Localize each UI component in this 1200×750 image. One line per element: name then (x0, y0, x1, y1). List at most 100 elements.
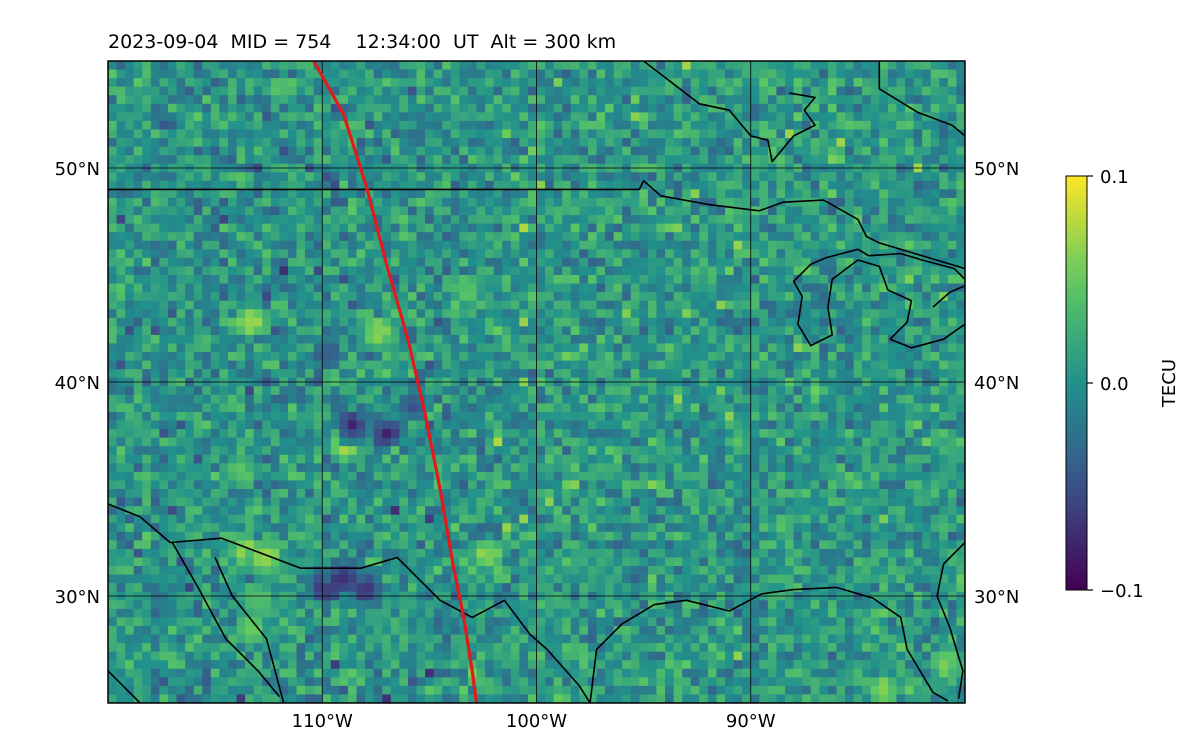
heatmap-cell (956, 326, 965, 336)
heatmap-cell (759, 317, 769, 327)
heatmap-cell (647, 155, 658, 165)
heatmap-cell (742, 369, 752, 379)
heatmap-cell (742, 129, 752, 139)
heatmap-cell (785, 454, 795, 464)
heatmap-cell (776, 283, 786, 293)
heatmap-cell (605, 120, 615, 131)
heatmap-cell (193, 189, 203, 199)
heatmap-cell (287, 146, 298, 156)
heatmap-cell (296, 240, 306, 250)
heatmap-cell (167, 283, 178, 293)
heatmap-cell (502, 180, 512, 190)
heatmap-cell (425, 386, 435, 396)
heatmap-cell (587, 437, 598, 447)
heatmap-cell (262, 232, 272, 242)
heatmap-cell (545, 334, 555, 345)
heatmap-cell (742, 86, 752, 96)
heatmap-cell (905, 343, 915, 353)
heatmap-cell (656, 446, 666, 456)
heatmap-cell (339, 240, 349, 250)
heatmap-cell (587, 471, 598, 482)
heatmap-cell (682, 343, 692, 353)
heatmap-cell (236, 326, 246, 336)
heatmap-cell (322, 180, 332, 190)
heatmap-cell (947, 369, 958, 379)
heatmap-cell (287, 172, 298, 182)
heatmap-cell (287, 420, 298, 430)
heatmap-cell (716, 454, 726, 464)
heatmap-cell (193, 386, 203, 396)
heatmap-cell (399, 386, 409, 396)
heatmap-cell (656, 343, 666, 353)
heatmap-cell (562, 120, 572, 131)
heatmap-cell (639, 360, 649, 370)
heatmap-cell (870, 240, 880, 250)
heatmap-cell (776, 189, 786, 199)
heatmap-cell (227, 232, 238, 242)
heatmap-cell (202, 103, 212, 113)
heatmap-cell (930, 138, 940, 148)
heatmap-cell (365, 172, 375, 182)
heatmap-cell (407, 300, 418, 310)
heatmap-cell (227, 61, 238, 71)
heatmap-cell (330, 369, 340, 379)
heatmap-cell (545, 317, 555, 327)
heatmap-cell (887, 352, 898, 362)
heatmap-cell (270, 69, 280, 79)
heatmap-cell (502, 232, 512, 242)
heatmap-cell (219, 138, 229, 148)
heatmap-cell (527, 300, 538, 310)
heatmap-cell (570, 232, 580, 242)
heatmap-cell (253, 369, 263, 379)
heatmap-cell (930, 103, 940, 113)
heatmap-cell (656, 480, 666, 490)
heatmap-cell (562, 69, 572, 79)
heatmap-cell (322, 454, 332, 464)
heatmap-cell (716, 249, 726, 259)
heatmap-cell (296, 249, 306, 259)
heatmap-cell (450, 292, 460, 302)
heatmap-cell (956, 172, 965, 182)
heatmap-cell (930, 61, 940, 71)
heatmap-cell (262, 317, 272, 327)
heatmap-cell (699, 471, 709, 482)
heatmap-cell (776, 215, 786, 225)
heatmap-cell (853, 206, 863, 216)
heatmap-cell (176, 172, 186, 182)
heatmap-cell (536, 411, 546, 422)
heatmap-cell (399, 138, 409, 148)
heatmap-cell (347, 471, 358, 482)
heatmap-cell (733, 197, 743, 208)
heatmap-cell (870, 360, 880, 370)
heatmap-cell (262, 240, 272, 250)
heatmap-cell (699, 86, 709, 96)
heatmap-cell (665, 437, 675, 447)
heatmap-cell (545, 240, 555, 250)
heatmap-cell (545, 463, 555, 473)
heatmap-cell (587, 129, 598, 139)
heatmap-cell (930, 292, 940, 302)
heatmap-cell (245, 223, 255, 233)
heatmap-cell (159, 112, 169, 122)
heatmap-cell (630, 95, 640, 105)
heatmap-cell (922, 232, 932, 242)
heatmap-cell (519, 223, 529, 233)
heatmap-cell (836, 180, 846, 190)
heatmap-cell (939, 403, 949, 413)
heatmap-cell (330, 138, 340, 148)
heatmap-cell (630, 403, 640, 413)
heatmap-cell (416, 120, 426, 131)
heatmap-cell (433, 429, 443, 439)
heatmap-cell (759, 240, 769, 250)
heatmap-cell (579, 292, 589, 302)
heatmap-cell (725, 95, 735, 105)
heatmap-cell (382, 360, 392, 370)
heatmap-cell (185, 292, 195, 302)
heatmap-cell (510, 420, 520, 430)
heatmap-cell (287, 223, 298, 233)
heatmap-cell (485, 352, 495, 362)
heatmap-cell (622, 454, 632, 464)
heatmap-cell (879, 215, 889, 225)
heatmap-cell (373, 292, 383, 302)
heatmap-cell (270, 471, 280, 482)
